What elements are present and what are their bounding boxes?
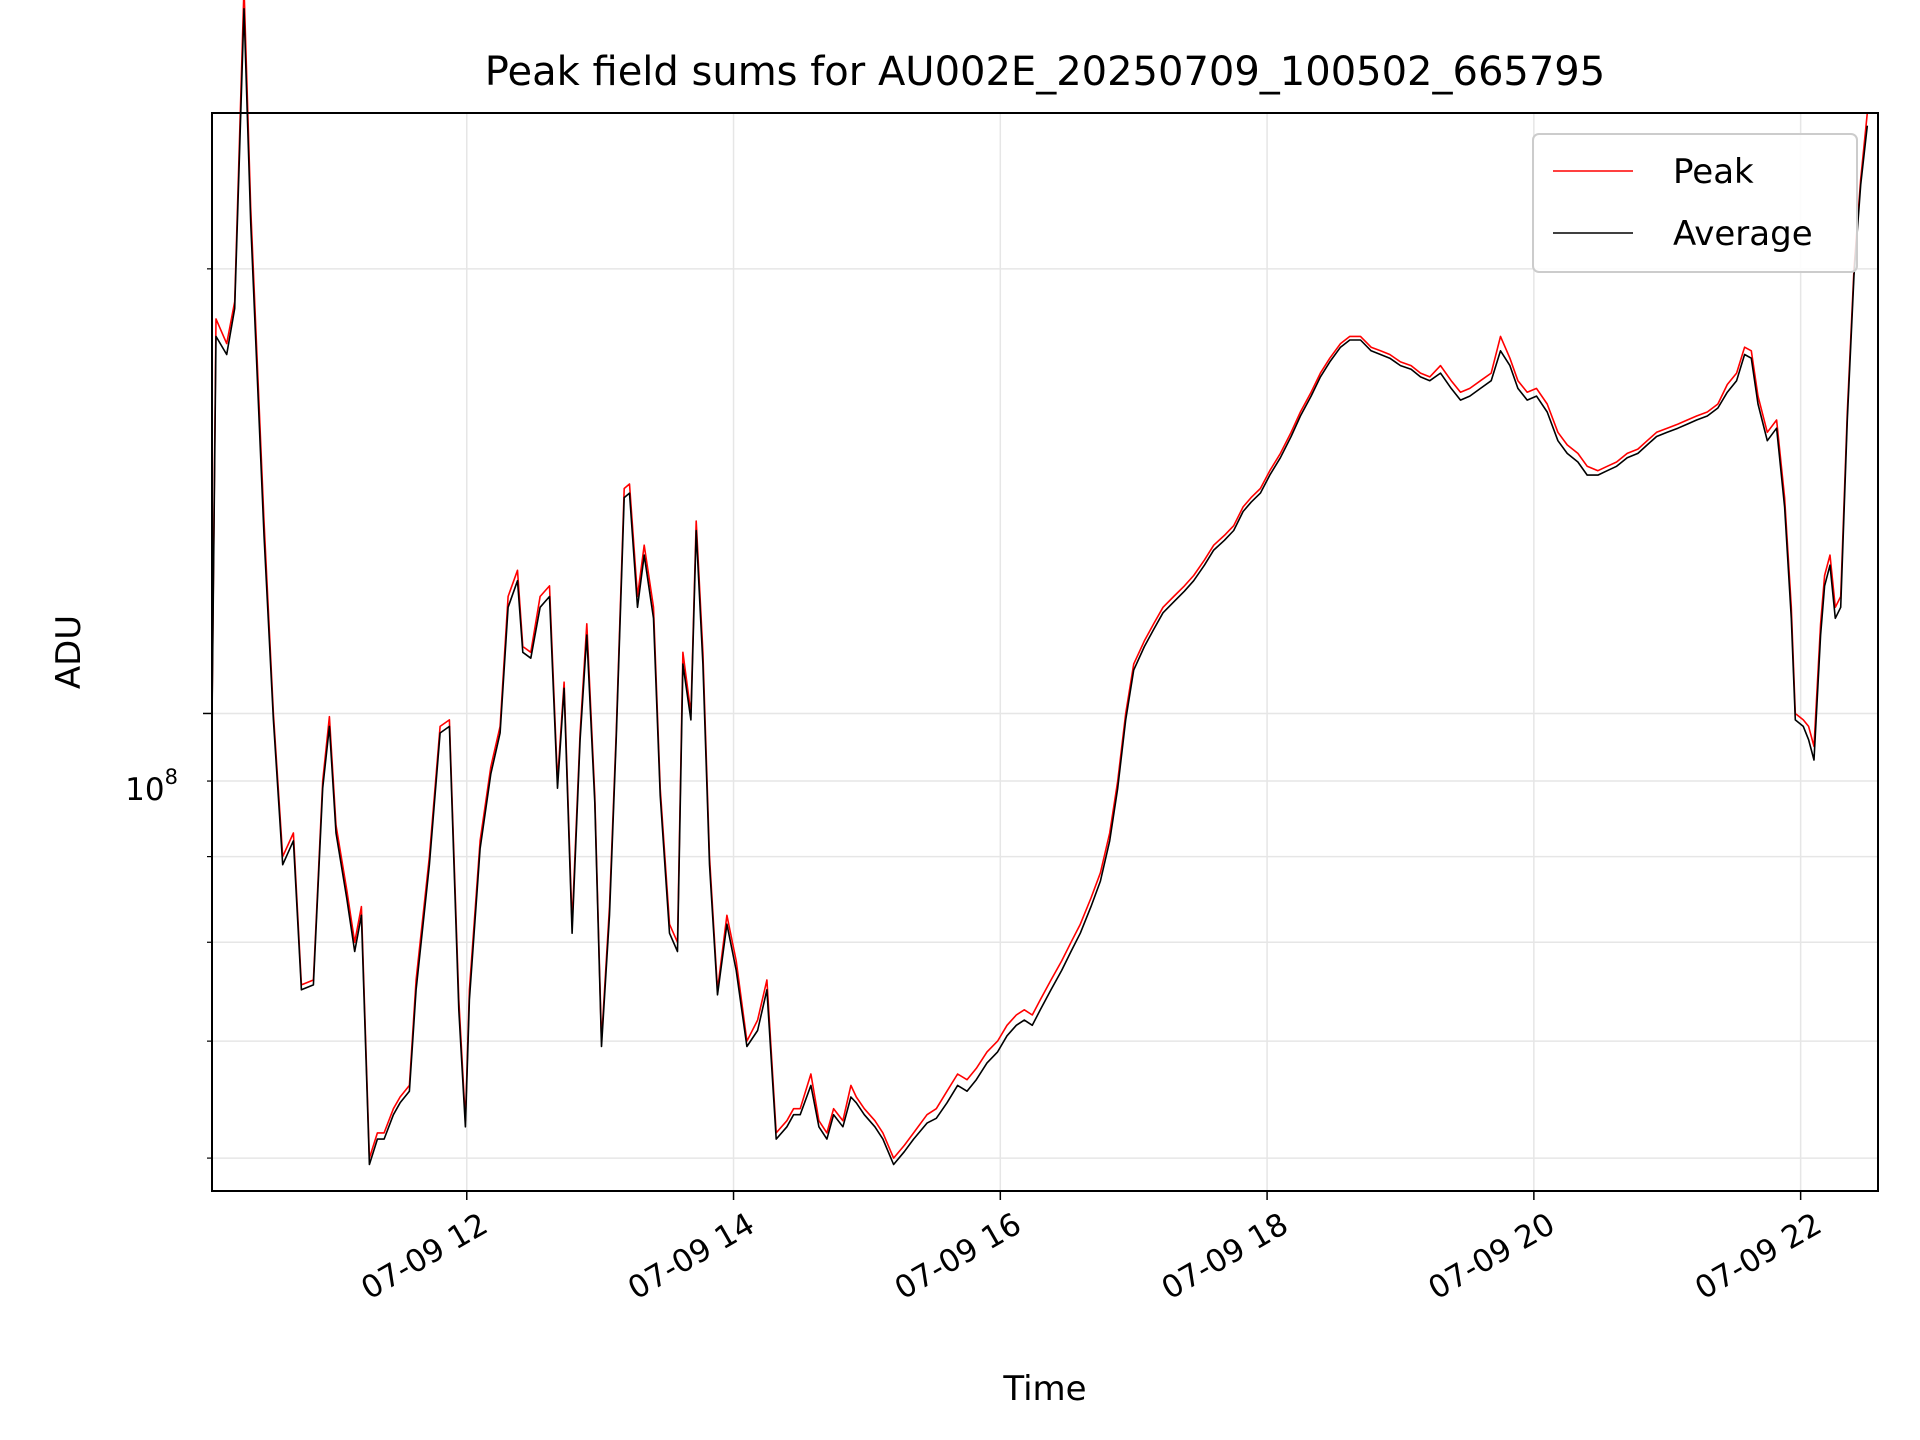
plot-lines <box>211 0 1869 1166</box>
plot-frame <box>211 112 1879 1192</box>
y-axis <box>203 268 212 1159</box>
x-axis-label: Time <box>1002 1369 1086 1409</box>
y-tick-exponent: 8 <box>165 765 178 789</box>
chart-title: Peak field sums for AU002E_20250709_1005… <box>485 49 1605 95</box>
legend-label-average: Average <box>1673 214 1813 254</box>
legend: Peak Average <box>1532 133 1858 273</box>
legend-label-peak: Peak <box>1673 152 1754 192</box>
y-axis-label: ADU <box>49 615 89 689</box>
series-line-average <box>211 8 1869 1166</box>
grid <box>212 113 1878 1191</box>
legend-box <box>1532 133 1858 273</box>
y-tick-label-1e8: 108 <box>125 765 178 808</box>
series-line-peak <box>211 0 1869 1159</box>
y-tick-base: 10 <box>125 772 164 808</box>
